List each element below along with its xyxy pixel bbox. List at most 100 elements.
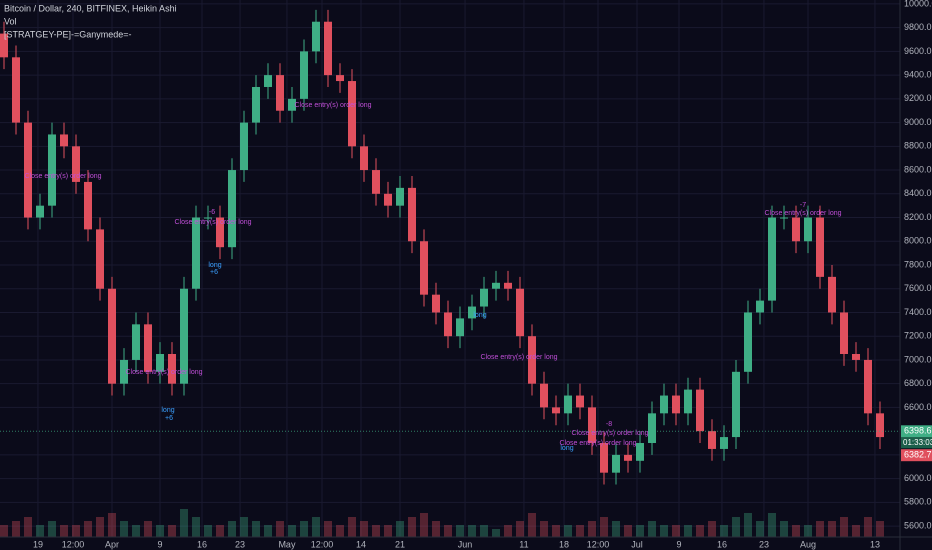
candle-body [72,146,80,182]
x-tick-label: 13 [870,539,880,549]
candle-body [600,443,608,473]
candle-body [732,371,740,438]
candle-body [768,217,776,301]
volume-bar [540,521,548,537]
volume-bar [876,521,884,537]
volume-bar [84,521,92,537]
volume-bar [648,521,656,537]
candle-body [48,134,56,206]
volume-bar [792,525,800,537]
y-tick-label: 5600.0 [904,520,932,530]
candle-body [564,395,572,414]
candle-body [204,217,212,219]
volume-bar [636,525,644,537]
volume-bar [768,513,776,537]
y-tick-label: 8000.0 [904,236,932,246]
strategy-annotation: long [161,407,174,414]
strategy-annotation: -7 [800,202,806,209]
candle-body [312,21,320,52]
candle-body [840,312,848,355]
volume-bar [456,525,464,537]
y-tick-label: 6600.0 [904,402,932,412]
strategy-annotation: long [473,312,486,319]
x-tick-label: 9 [157,539,162,549]
candle-body [516,288,524,337]
volume-bar [672,525,680,537]
candle-body [24,122,32,218]
volume-bar [288,525,296,537]
candle-body [696,389,704,432]
strategy-annotation: Close entry(s) order long [571,430,648,437]
candle-body [336,75,344,82]
x-tick-label: Aug [800,539,816,549]
volume-bar [660,525,668,537]
volume-bar [96,517,104,537]
x-tick-label: 23 [759,539,769,549]
strategy-annotation: Close entry(s) order long [764,210,841,217]
volume-bar [432,521,440,537]
volume-bar [216,525,224,537]
y-tick-label: 8400.0 [904,188,932,198]
candle-body [852,354,860,360]
volume-bar [312,517,320,537]
x-tick-label: 18 [559,539,569,549]
volume-bar [852,525,860,537]
volume-bar [528,513,536,537]
candle-body [780,217,788,219]
annotations: Close entry(s) order long Close entry(s) … [24,102,841,452]
candle-body [720,437,728,449]
y-tick-label: 8800.0 [904,141,932,151]
candle-body [396,187,404,206]
price-label: 6382.7 [904,450,932,460]
y-tick-label: 7800.0 [904,259,932,269]
candle-body [144,324,152,372]
volume-bar [36,525,44,537]
x-tick-label: 16 [197,539,207,549]
countdown-label: 01:33:03 [903,438,932,447]
x-tick-label: 9 [676,539,681,549]
candle-body [216,217,224,248]
volume-bar [684,525,692,537]
candle-body [156,354,164,372]
candle-body [360,146,368,171]
candle-body [120,359,128,384]
candle-body [60,134,68,147]
x-tick-label: Apr [105,539,119,549]
volume-bar [384,525,392,537]
volume-pane [0,509,884,537]
strategy-annotation: -8 [606,421,612,428]
volume-bar [228,521,236,537]
x-tick-label: 14 [356,539,366,549]
volume-bar [348,517,356,537]
y-tick-label: 8600.0 [904,164,932,174]
y-tick-label: 9400.0 [904,69,932,79]
strategy-annotation: +6 [165,415,173,422]
candle-body [804,217,812,242]
volume-bar [780,521,788,537]
x-tick-label: 19 [33,539,43,549]
candle-body [180,288,188,384]
volume-bar [720,525,728,537]
candle-body [552,407,560,414]
volume-bar [624,525,632,537]
volume-bar [0,525,8,537]
candle-body [384,193,392,206]
x-tick-label: 11 [519,539,528,549]
candle-body [96,229,104,289]
candle-body [612,454,620,473]
volume-bar [300,521,308,537]
volume-bar [408,517,416,537]
x-tick-label: 16 [717,539,727,549]
candle-body [12,57,20,123]
volume-bar [492,529,500,537]
y-tick-label: 8200.0 [904,212,932,222]
volume-bar [696,525,704,537]
strategy-annotation: -6 [209,209,215,216]
indicator-label: [STRATGEY-PE]-=Ganymede=- [4,29,132,39]
candle-body [492,282,500,289]
volume-bar [192,517,200,537]
candle-body [84,181,92,230]
strategy-annotation: long [560,445,573,452]
x-tick-label: 23 [235,539,245,549]
